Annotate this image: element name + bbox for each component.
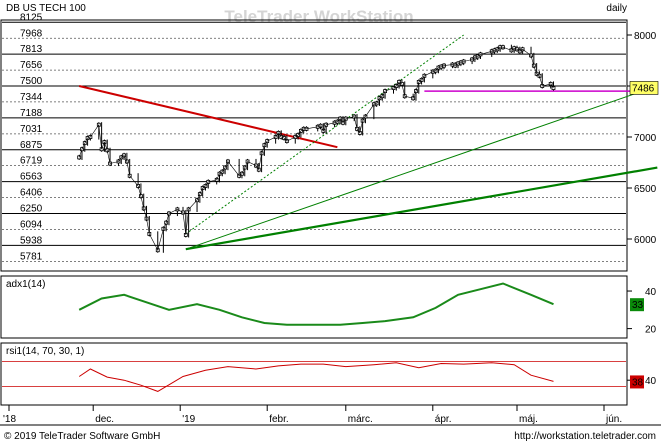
adx-badge-box [630, 298, 644, 312]
level-label: 7500 [20, 76, 43, 87]
trendlines [78, 34, 658, 251]
price-tick-label: 6500 [634, 184, 657, 195]
period-label: daily [606, 3, 627, 14]
level-label: 7656 [20, 60, 43, 71]
price-point [551, 86, 556, 90]
price-tick-label: 8000 [634, 31, 657, 42]
rsi-plot [2, 361, 626, 392]
last-price-badge: 7486 [629, 81, 659, 95]
level-label: 6719 [20, 156, 43, 167]
time-tick-label: máj. [519, 414, 538, 425]
level-label: 5938 [20, 235, 43, 246]
trendline [185, 166, 658, 251]
price-point [77, 155, 82, 160]
trendline [185, 85, 658, 250]
price-level-lines: 8125 7968 7813 7656 7500 7344 7188 7031 6875 6719… [2, 12, 626, 262]
level-label: 6250 [20, 204, 43, 215]
price-bars [77, 44, 556, 253]
price-line [78, 46, 554, 252]
price-pane: 8125 7968 7813 7656 7500 7344 7188 7031 6875 6719… [0, 12, 659, 272]
trendline [185, 34, 464, 235]
level-label: 6875 [20, 140, 43, 151]
adx-plot [78, 282, 554, 326]
rsi-title: rsi1(14, 70, 30, 1) [6, 346, 84, 357]
adx-tick-label: 40 [645, 287, 657, 298]
adx-tick-label: 20 [645, 325, 657, 336]
watermark: TeleTrader WorkStation [224, 7, 413, 26]
price-tick-label: 7000 [634, 133, 657, 144]
time-axis: '18 dec. '19 febr. márc. ápr. máj. jún. [3, 405, 622, 425]
adx-badge-value: 33 [632, 300, 644, 311]
adx-value-badge: 33 [630, 298, 644, 312]
time-tick-label: febr. [269, 414, 288, 425]
time-tick-label: jún. [605, 414, 622, 425]
copyright-text: © 2019 TeleTrader Software GmbH [4, 431, 160, 442]
level-label: 7813 [20, 44, 43, 55]
time-tick-label: '18 [3, 414, 16, 425]
rsi-line [78, 362, 554, 392]
last-price-box [629, 81, 659, 95]
time-tick-label: ápr. [435, 414, 452, 425]
adx-title: adx1(14) [6, 279, 45, 290]
rsi-badge-box [630, 375, 644, 389]
rsi-tick-label: 40 [645, 376, 657, 387]
level-label: 6094 [20, 219, 43, 230]
level-label: 7031 [20, 124, 43, 135]
level-label: 5781 [20, 251, 43, 262]
rsi-badge-value: 38 [632, 377, 644, 388]
level-label: 7188 [20, 108, 43, 119]
footer-url[interactable]: http://workstation.teletrader.com [514, 431, 656, 442]
level-label: 7344 [20, 92, 43, 103]
time-tick-label: '19 [182, 414, 195, 425]
rsi-pane: rsi1(14, 70, 30, 1) 40 38 [0, 342, 657, 406]
price-tick-label: 6000 [634, 235, 657, 246]
level-label: 6406 [20, 188, 43, 199]
level-label: 6563 [20, 172, 43, 183]
instrument-title: DB US TECH 100 [6, 3, 86, 14]
time-tick-label: márc. [348, 414, 373, 425]
level-label: 8125 [20, 12, 43, 23]
rsi-value-badge: 38 [630, 375, 644, 389]
time-tick-label: dec. [95, 414, 114, 425]
level-label: 7968 [20, 28, 43, 39]
last-price-value: 7486 [632, 83, 655, 94]
adx-line [78, 282, 554, 326]
